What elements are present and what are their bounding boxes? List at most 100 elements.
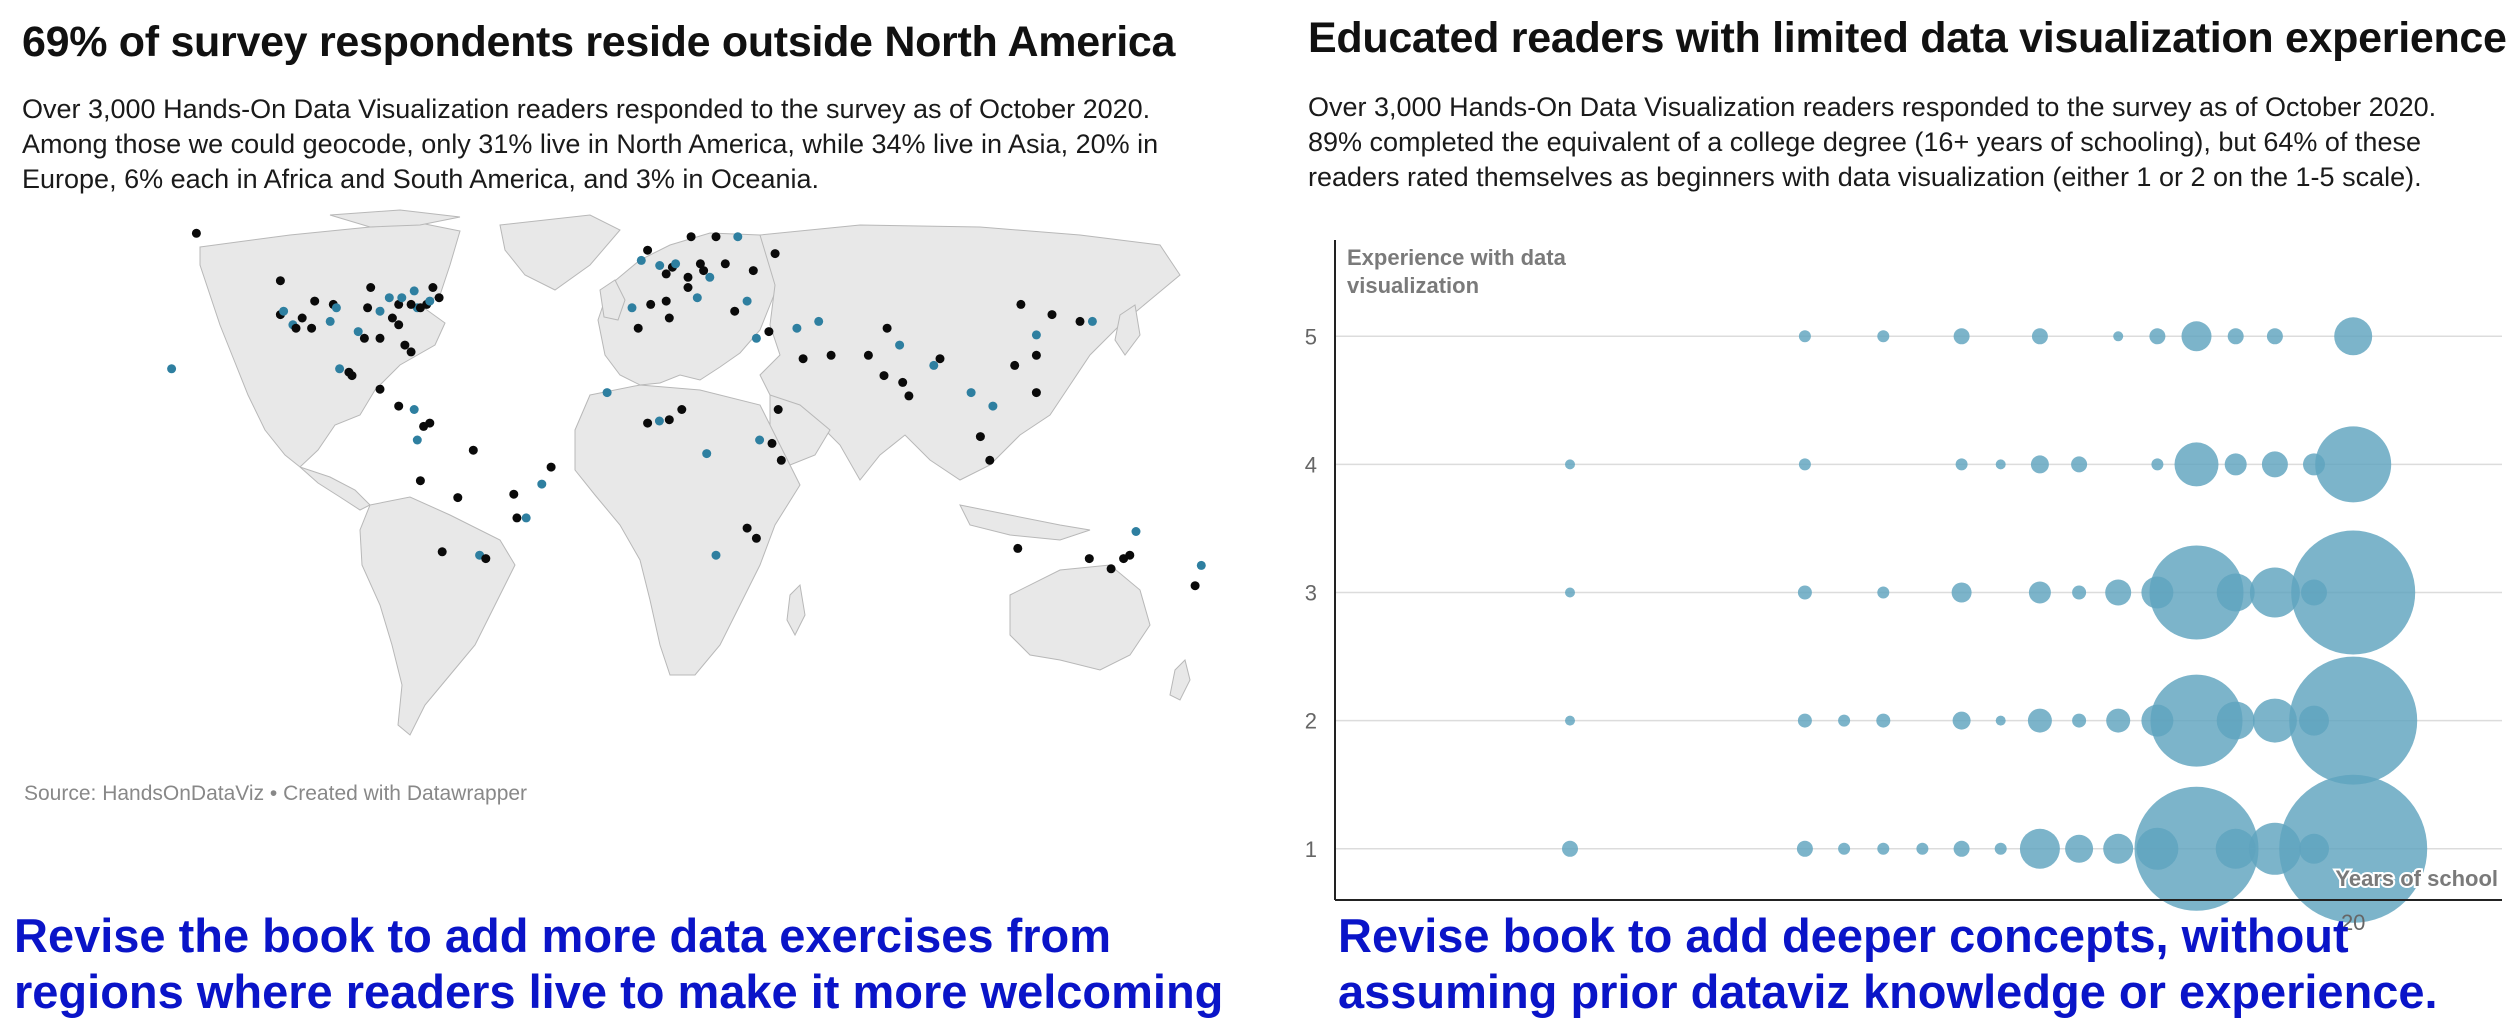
respondent-dot: [764, 327, 774, 337]
bubble: [2071, 456, 2088, 473]
respondent-dot: [671, 259, 681, 269]
bubble: [1798, 458, 1811, 471]
bubbles: [1562, 317, 2428, 923]
bubble: [1994, 842, 2007, 855]
bubble: [1565, 715, 1575, 726]
bubble: [2149, 328, 2166, 345]
respondent-dot: [359, 333, 369, 343]
bubble: [1955, 458, 1968, 471]
land-south-america: [359, 496, 516, 736]
respondent-dot: [699, 266, 709, 276]
y-axis-label: visualization: [1347, 273, 1479, 298]
respondent-dot: [375, 384, 385, 394]
right-caption: Revise book to add deeper concepts, with…: [1338, 908, 2438, 1020]
bubble: [1562, 840, 1578, 857]
respondent-dot: [792, 323, 802, 333]
bubble: [2065, 834, 2094, 863]
respondent-dot: [400, 340, 410, 350]
bubble: [2019, 828, 2060, 869]
bubble: [2030, 455, 2049, 474]
respondent-dot: [297, 313, 307, 323]
respondent-dot: [895, 340, 905, 350]
y-tick-label: 3: [1305, 581, 1317, 606]
land-asia: [759, 224, 1181, 481]
map-source: Source: HandsOnDataViz • Created with Da…: [24, 782, 528, 805]
x-axis-label: Years of school: [2335, 866, 2498, 891]
respondent-dot: [1084, 554, 1094, 564]
bubble: [2149, 545, 2244, 640]
bubble: [1838, 842, 1851, 855]
bubble: [1877, 330, 1890, 343]
respondent-dot: [481, 554, 491, 564]
bubble: [2261, 451, 2288, 478]
respondent-dot: [307, 323, 317, 333]
bubble: [1877, 586, 1890, 599]
respondent-dot: [1016, 299, 1026, 309]
left-caption-line: Revise the book to add more data exercis…: [14, 909, 1112, 962]
respondent-dot: [798, 354, 808, 364]
respondent-dot: [826, 350, 836, 360]
respondent-dot: [643, 418, 653, 428]
respondent-dot: [167, 364, 177, 374]
bubble: [2105, 579, 2132, 606]
y-axis-label: Experience with data: [1347, 245, 1567, 270]
bubble-description-line: readers rated themselves as beginners wi…: [1308, 162, 2422, 192]
respondent-dot: [904, 391, 914, 401]
respondent-dot: [602, 388, 612, 398]
bubble: [2216, 573, 2255, 612]
respondent-dot: [711, 550, 721, 560]
bubble: [1798, 330, 1811, 343]
world-landmass: [199, 209, 1191, 736]
respondent-dot: [394, 401, 404, 411]
bubble: [1797, 713, 1812, 728]
respondent-dot: [770, 249, 780, 259]
bubble: [1838, 714, 1851, 727]
respondent-dot: [1031, 330, 1041, 340]
left-caption-line: regions where readers live to make it mo…: [14, 965, 1224, 1018]
respondent-dot: [683, 272, 693, 282]
respondent-dot: [428, 283, 438, 292]
bubble: [1953, 328, 1970, 345]
respondent-dot: [434, 293, 444, 303]
respondent-dot: [695, 259, 705, 269]
respondent-dot: [686, 232, 696, 242]
y-tick-label: 5: [1305, 324, 1317, 349]
respondent-dot: [966, 388, 976, 398]
bubble-description-line: 89% completed the equivalent of a colleg…: [1308, 127, 2421, 157]
respondent-dot: [419, 421, 429, 431]
land-north-america: [199, 222, 461, 468]
bubble: [1995, 459, 2006, 470]
respondent-dot: [898, 377, 908, 387]
y-tick-label: 2: [1305, 709, 1317, 734]
respondent-dot: [748, 266, 758, 276]
respondent-dot: [1010, 360, 1020, 370]
respondent-dot: [415, 476, 425, 486]
bubble: [2279, 774, 2428, 923]
bubble: [2249, 567, 2300, 618]
land-madagascar: [786, 583, 806, 637]
bubble: [1565, 587, 1575, 598]
respondent-dot: [437, 547, 447, 557]
land-greenland: [499, 214, 621, 291]
x-tick-label: 20: [2341, 910, 2365, 935]
respondent-dot: [975, 432, 985, 442]
respondent-dot: [929, 360, 939, 370]
land-new-zealand: [1169, 659, 1191, 701]
bubble: [2215, 828, 2256, 869]
respondent-dot: [935, 354, 945, 364]
bubble: [2252, 698, 2297, 743]
land-japan: [1114, 304, 1141, 356]
respondent-dot: [546, 462, 556, 472]
bubble: [2216, 701, 2255, 740]
respondent-dot: [776, 455, 786, 465]
bubble: [2224, 453, 2247, 476]
respondent-dot: [387, 313, 397, 323]
respondent-dot: [394, 299, 404, 309]
respondent-dot: [742, 296, 752, 306]
bubble: [2151, 458, 2164, 471]
respondent-dot: [882, 323, 892, 333]
respondent-dot: [521, 513, 531, 523]
bubble: [2227, 328, 2244, 345]
bubble: [2289, 656, 2418, 785]
respondent-dot: [733, 232, 743, 242]
